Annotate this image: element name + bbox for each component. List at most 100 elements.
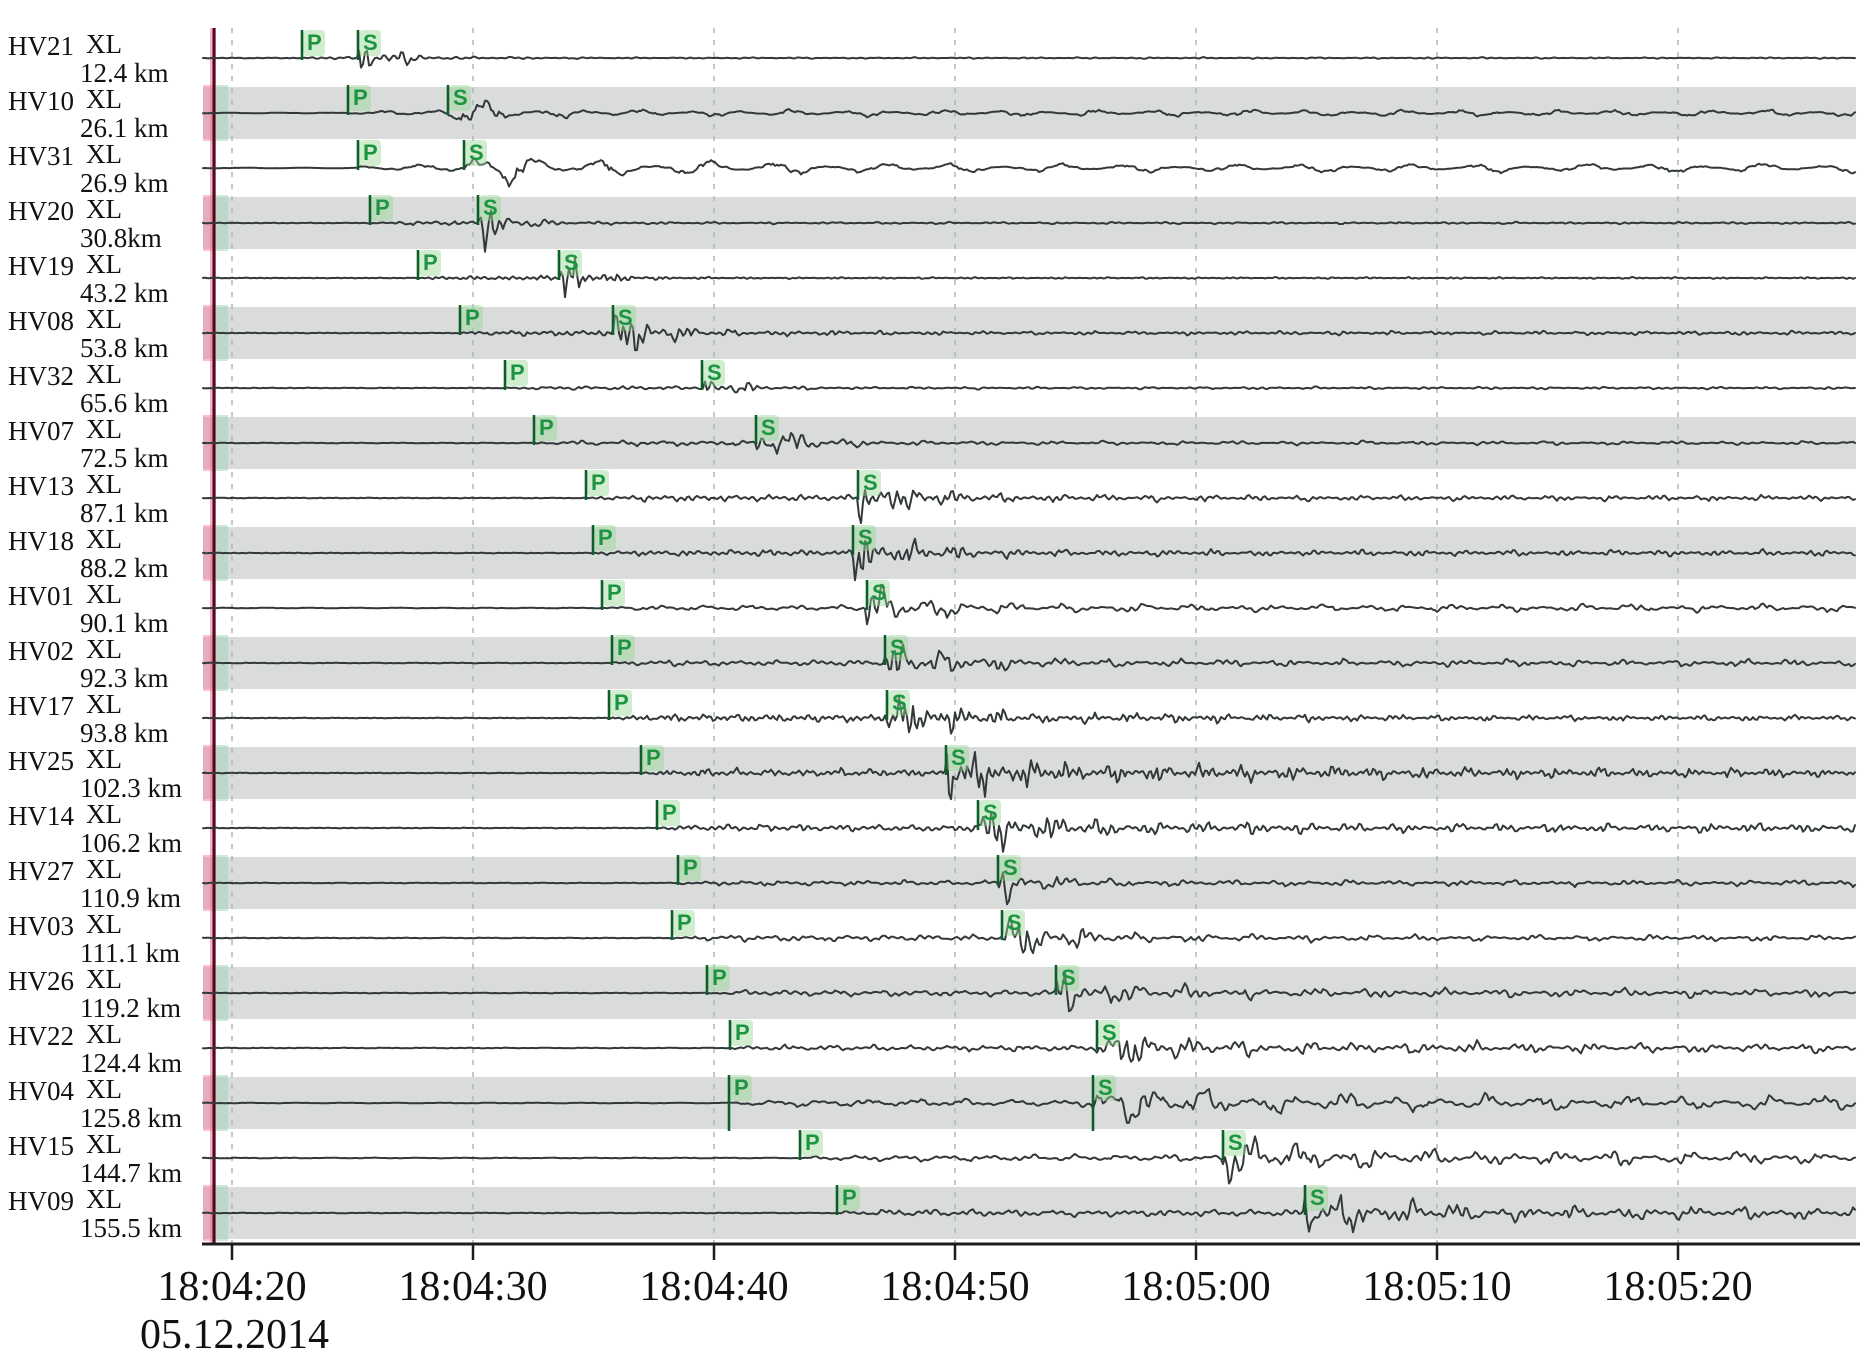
phase-letter-P: P [683, 855, 698, 880]
pick-halo [594, 525, 616, 551]
station-code: HV07 [8, 416, 74, 446]
waveform [202, 99, 1856, 121]
network-code: XL [86, 1184, 122, 1214]
phase-letter-S: S [618, 305, 633, 330]
network-code: XL [86, 1074, 122, 1104]
s-pick-HV04: S [1091, 1075, 1116, 1131]
pick-halo [708, 965, 730, 991]
p-pick-HV18: P [591, 525, 616, 555]
pick-halo [449, 85, 471, 111]
distance-label: 26.9 km [80, 168, 169, 198]
p-pick-HV27: P [676, 855, 701, 885]
station-code: HV14 [8, 801, 74, 831]
pick-halo [642, 745, 664, 771]
distance-label: 30.8km [80, 223, 162, 253]
s-pick-HV25: S [944, 745, 969, 775]
station-code: HV01 [8, 581, 74, 611]
p-pick-HV04: P [727, 1075, 752, 1131]
trace-HV17 [202, 695, 1856, 735]
s-pick-HV13: S [856, 470, 881, 500]
station-code: HV17 [8, 691, 74, 721]
phase-letter-S: S [1061, 965, 1076, 990]
network-code: XL [86, 744, 122, 774]
pick-halo [610, 690, 632, 716]
trace-HV27 [202, 871, 1856, 906]
p-pick-HV07: P [532, 415, 557, 445]
waveform [202, 1135, 1856, 1185]
pick-halo [838, 1185, 860, 1211]
network-code: XL [86, 139, 122, 169]
waveform [202, 380, 1856, 394]
trace-HV26 [202, 972, 1856, 1013]
p-pick-HV26: P [705, 965, 730, 995]
s-pick-HV21: S [356, 30, 381, 60]
trace-HV07 [202, 432, 1856, 455]
waveform [202, 871, 1856, 906]
trace-HV02 [202, 643, 1856, 672]
p-pick-HV02: P [610, 635, 635, 665]
pick-halo [673, 910, 695, 936]
time-tick-label: 18:04:50 [880, 1264, 1030, 1310]
p-pick-HV20: P [368, 195, 393, 225]
distance-label: 87.1 km [80, 498, 169, 528]
network-code: XL [86, 799, 122, 829]
station-code: HV03 [8, 911, 74, 941]
trace-HV10 [202, 99, 1856, 121]
network-code: XL [86, 249, 122, 279]
s-pick-HV26: S [1054, 965, 1079, 995]
waveform [202, 643, 1856, 672]
phase-letter-P: P [363, 140, 378, 165]
station-code: HV31 [8, 141, 74, 171]
waveform [202, 314, 1856, 352]
network-code: XL [86, 634, 122, 664]
s-pick-HV08: S [611, 305, 636, 335]
waveform [202, 972, 1856, 1013]
network-code: XL [86, 359, 122, 389]
time-tick-label: 18:05:20 [1603, 1264, 1753, 1310]
p-pick-HV01: P [600, 580, 625, 610]
station-code: HV27 [8, 856, 74, 886]
distance-label: 119.2 km [80, 993, 181, 1023]
phase-letter-P: P [510, 360, 525, 385]
phase-letter-S: S [483, 195, 498, 220]
pick-halo [859, 470, 881, 496]
s-pick-HV27: S [996, 855, 1021, 885]
trace-HV19 [202, 257, 1856, 299]
station-code: HV22 [8, 1021, 74, 1051]
time-tick-label: 18:04:30 [398, 1264, 548, 1310]
pick-halo [868, 580, 890, 606]
network-code: XL [86, 909, 122, 939]
phase-letter-P: P [307, 30, 322, 55]
station-code: HV02 [8, 636, 74, 666]
waveform [202, 695, 1856, 735]
station-code: HV15 [8, 1131, 74, 1161]
time-tick-label: 18:05:00 [1121, 1264, 1271, 1310]
distance-label: 88.2 km [80, 553, 169, 583]
network-code: XL [86, 29, 122, 59]
network-code: XL [86, 469, 122, 499]
waveform [202, 583, 1856, 626]
p-pick-HV03: P [670, 910, 695, 940]
s-pick-HV19: S [557, 250, 582, 280]
time-tick-label: 18:05:10 [1362, 1264, 1512, 1310]
p-pick-HV17: P [607, 690, 632, 720]
phase-letter-P: P [598, 525, 613, 550]
network-code: XL [86, 1019, 122, 1049]
distance-label: 53.8 km [80, 333, 169, 363]
pick-halo [587, 470, 609, 496]
phase-letter-P: P [735, 1020, 750, 1045]
phase-letter-S: S [1007, 910, 1022, 935]
station-code: HV09 [8, 1186, 74, 1216]
pick-halo [1306, 1185, 1328, 1211]
network-code: XL [86, 524, 122, 554]
network-code: XL [86, 84, 122, 114]
phase-letter-P: P [591, 470, 606, 495]
phase-letter-S: S [892, 690, 907, 715]
phase-letter-P: P [734, 1075, 749, 1100]
pick-halo [1094, 1075, 1116, 1101]
network-code: XL [86, 194, 122, 224]
pick-halo [888, 690, 910, 716]
trace-HV08 [202, 314, 1856, 352]
pick-halo [371, 195, 393, 221]
pick-halo [731, 1020, 753, 1046]
